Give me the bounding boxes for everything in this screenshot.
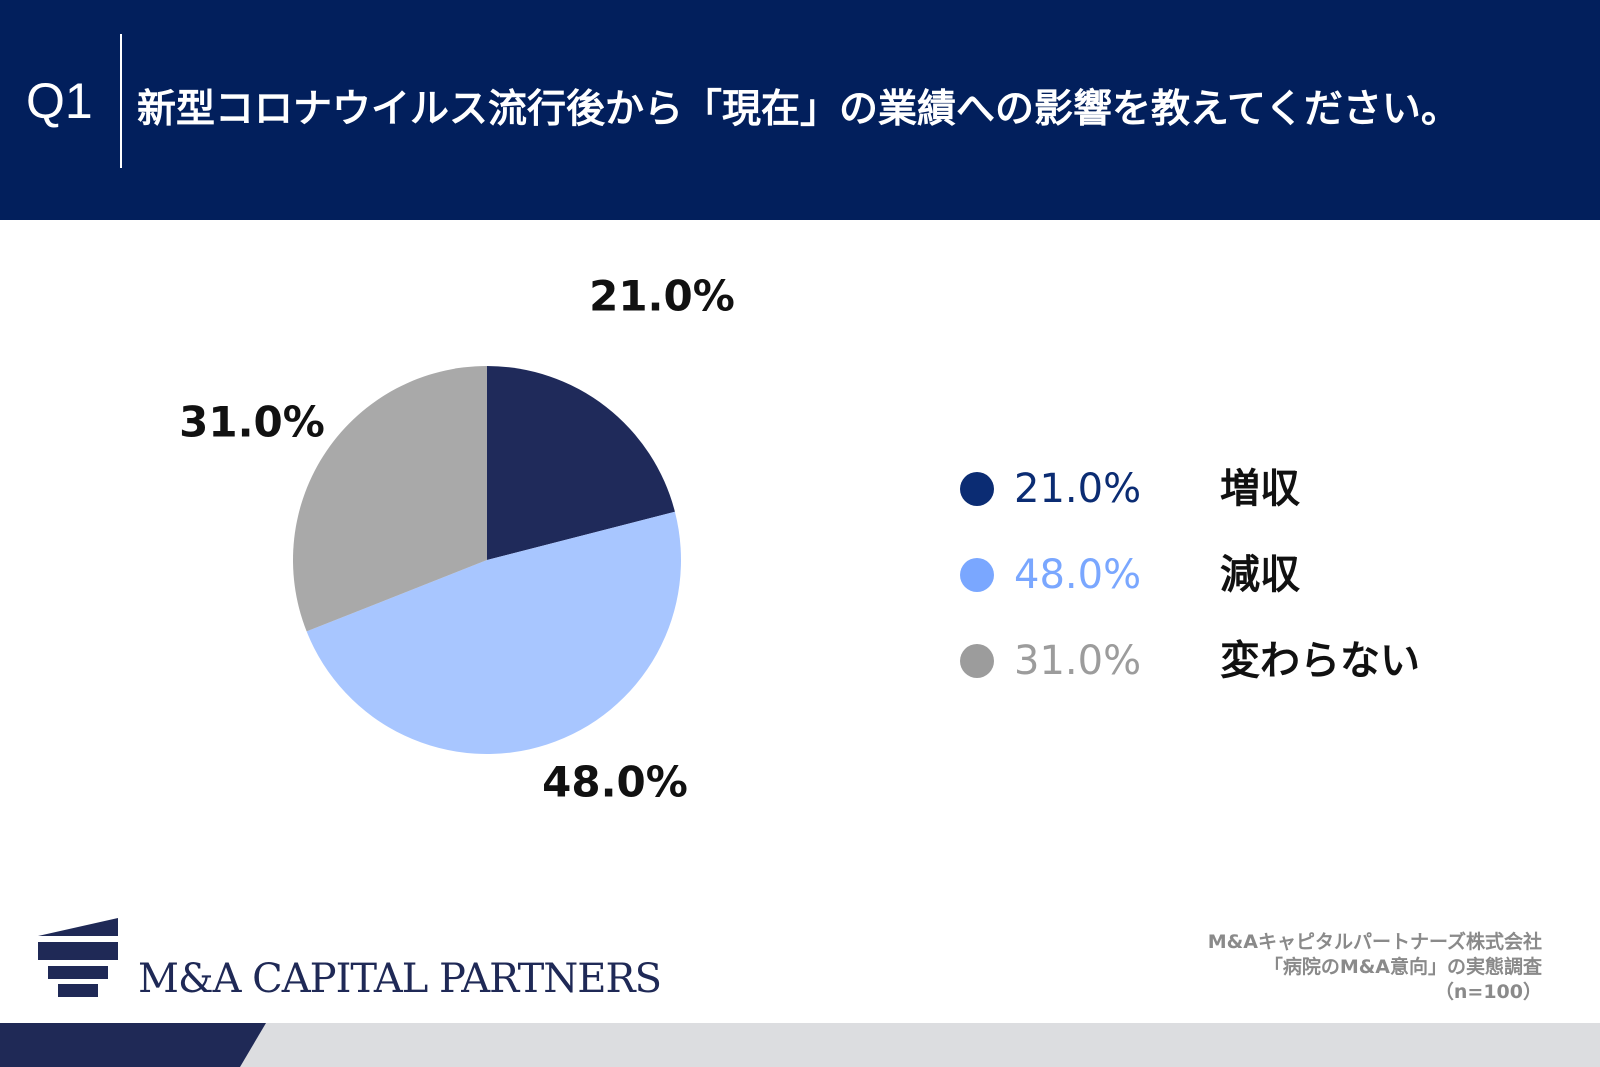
pie-slice-3 [293, 366, 487, 632]
source-line-2: 「病院のM&A意向」の実態調査 [1263, 956, 1542, 978]
pie-value-label-3: 31.0% [179, 398, 325, 447]
legend-item-1: 21.0% 増収 [960, 460, 1520, 546]
legend-dot-icon [960, 472, 994, 506]
legend-value: 48.0% [1014, 552, 1142, 598]
source-note: M&Aキャピタルパートナーズ株式会社 「病院のM&A意向」の実態調査 （n=10… [1208, 930, 1542, 1005]
logo-mark-icon [38, 918, 118, 997]
pie-value-label-1: 21.0% [589, 272, 735, 321]
legend-item-3: 31.0% 変わらない [960, 632, 1520, 718]
legend-item-2: 48.0% 減収 [960, 546, 1520, 632]
legend-category: 変わらない [1220, 638, 1420, 684]
chart-legend: 21.0% 増収 48.0% 減収 31.0% 変わらない [960, 460, 1520, 718]
header-divider [120, 34, 122, 168]
pie-value-label-2: 48.0% [542, 758, 688, 807]
legend-dot-icon [960, 644, 994, 678]
pie-slice-1 [487, 365, 675, 560]
footer-light [0, 1023, 1600, 1067]
company-logo: M&A CAPITAL PARTNERS [38, 918, 662, 1002]
pie-chart: 21.0% 48.0% 31.0% [179, 272, 735, 807]
legend-value: 21.0% [1014, 466, 1142, 512]
footer-band [0, 1023, 1600, 1067]
question-number: Q1 [26, 73, 93, 129]
legend-dot-icon [960, 558, 994, 592]
source-line-3: （n=100） [1434, 981, 1542, 1003]
legend-category: 減収 [1220, 552, 1300, 598]
question-header: Q1 新型コロナウイルス流行後から「現在」の業績への影響を教えてください。 [0, 0, 1600, 220]
source-line-1: M&Aキャピタルパートナーズ株式会社 [1207, 931, 1542, 953]
pie-slice-2 [306, 511, 681, 755]
footer-dark [0, 1023, 266, 1067]
question-title: 新型コロナウイルス流行後から「現在」の業績への影響を教えてください。 [137, 87, 1460, 132]
legend-value: 31.0% [1014, 638, 1142, 684]
logo-text: M&A CAPITAL PARTNERS [138, 956, 662, 1002]
legend-category: 増収 [1220, 466, 1300, 512]
